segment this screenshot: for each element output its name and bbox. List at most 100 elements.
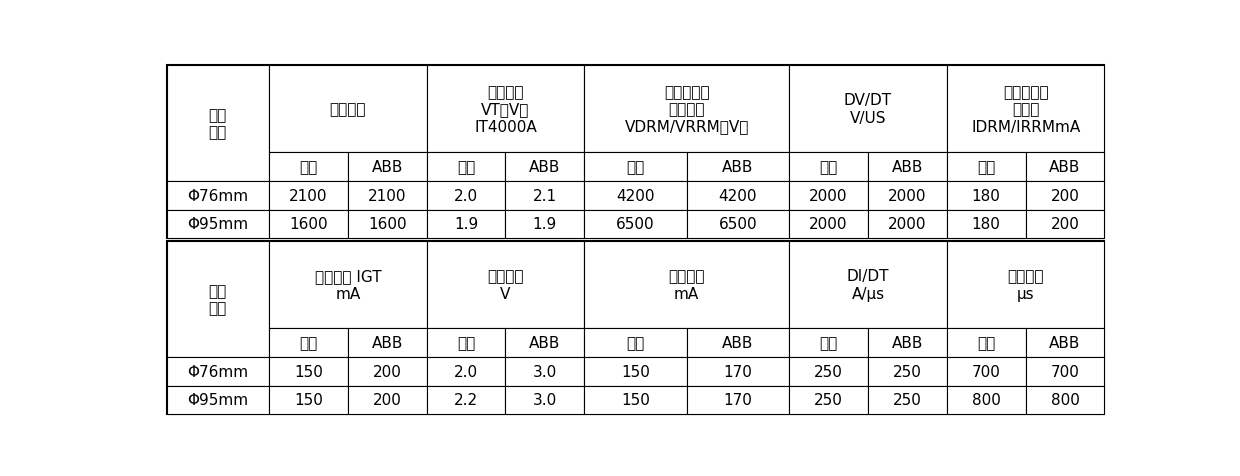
Bar — [166, 181, 269, 210]
Bar — [506, 153, 584, 181]
Bar — [947, 242, 1105, 328]
Text: 2.2: 2.2 — [454, 393, 479, 407]
Bar — [947, 153, 1025, 181]
Text: 关断时间
μs: 关断时间 μs — [1007, 269, 1044, 301]
Bar — [166, 66, 269, 181]
Bar — [269, 66, 427, 153]
Text: 3.0: 3.0 — [533, 364, 557, 379]
Bar — [868, 357, 947, 386]
Text: ABB: ABB — [529, 159, 560, 175]
Bar — [868, 153, 947, 181]
Text: 芯片
直径: 芯片 直径 — [208, 108, 227, 140]
Bar — [427, 181, 506, 210]
Bar — [868, 181, 947, 210]
Bar — [269, 386, 347, 415]
Bar — [1025, 210, 1105, 239]
Text: 2.0: 2.0 — [454, 188, 479, 203]
Bar — [166, 386, 269, 415]
Bar — [1025, 357, 1105, 386]
Bar — [506, 328, 584, 357]
Text: 250: 250 — [893, 393, 921, 407]
Bar — [947, 328, 1025, 357]
Text: 200: 200 — [373, 393, 402, 407]
Bar — [1025, 328, 1105, 357]
Bar — [166, 242, 269, 357]
Bar — [584, 210, 687, 239]
Bar — [947, 181, 1025, 210]
Text: 250: 250 — [815, 364, 843, 379]
Bar — [1025, 153, 1105, 181]
Bar — [427, 386, 506, 415]
Text: ABB: ABB — [1049, 159, 1081, 175]
Bar — [1025, 386, 1105, 415]
Text: ABB: ABB — [892, 159, 923, 175]
Text: ABB: ABB — [722, 335, 754, 350]
Bar — [789, 357, 868, 386]
Text: ABB: ABB — [372, 335, 403, 350]
Bar — [427, 66, 584, 153]
Text: 2.0: 2.0 — [454, 364, 479, 379]
Bar — [427, 328, 506, 357]
Text: Φ76mm: Φ76mm — [187, 188, 248, 203]
Bar — [584, 66, 789, 153]
Bar — [947, 210, 1025, 239]
Bar — [789, 328, 868, 357]
Bar — [947, 66, 1105, 153]
Bar — [347, 210, 427, 239]
Text: 2000: 2000 — [810, 188, 848, 203]
Text: 250: 250 — [893, 364, 921, 379]
Bar — [506, 357, 584, 386]
Bar — [687, 210, 789, 239]
Bar — [584, 242, 789, 328]
Bar — [506, 210, 584, 239]
Text: 2.1: 2.1 — [533, 188, 557, 203]
Bar — [584, 181, 687, 210]
Text: 断态及反向
峰值电压
VDRM/VRRM（V）: 断态及反向 峰值电压 VDRM/VRRM（V） — [625, 85, 749, 134]
Bar — [584, 386, 687, 415]
Text: 1.9: 1.9 — [454, 217, 479, 232]
Text: Φ76mm: Φ76mm — [187, 364, 248, 379]
Bar — [347, 328, 427, 357]
Bar — [868, 210, 947, 239]
Bar — [269, 153, 347, 181]
Text: 150: 150 — [621, 364, 650, 379]
Text: 2000: 2000 — [888, 188, 926, 203]
Text: DI/DT
A/μs: DI/DT A/μs — [847, 269, 889, 301]
Text: ABB: ABB — [1049, 335, 1081, 350]
Bar — [789, 242, 947, 328]
Text: Φ95mm: Φ95mm — [187, 217, 248, 232]
Bar — [347, 181, 427, 210]
Text: 200: 200 — [373, 364, 402, 379]
Bar — [584, 357, 687, 386]
Bar — [269, 357, 347, 386]
Bar — [506, 386, 584, 415]
Text: 2100: 2100 — [289, 188, 327, 203]
Bar — [1025, 181, 1105, 210]
Text: 6500: 6500 — [719, 217, 758, 232]
Text: 华辰: 华辰 — [820, 335, 838, 350]
Text: 200: 200 — [1050, 188, 1080, 203]
Bar — [166, 242, 1105, 415]
Bar — [687, 357, 789, 386]
Text: 2100: 2100 — [368, 188, 407, 203]
Bar — [868, 328, 947, 357]
Text: ABB: ABB — [372, 159, 403, 175]
Bar — [269, 210, 347, 239]
Text: 触发电压
V: 触发电压 V — [487, 269, 523, 301]
Text: 通态压降
VT（V）
IT4000A: 通态压降 VT（V） IT4000A — [474, 85, 537, 134]
Text: 触发电流 IGT
mA: 触发电流 IGT mA — [315, 269, 381, 301]
Text: 华辰: 华辰 — [626, 159, 645, 175]
Bar — [347, 357, 427, 386]
Text: 250: 250 — [815, 393, 843, 407]
Text: ABB: ABB — [529, 335, 560, 350]
Text: Φ95mm: Φ95mm — [187, 393, 248, 407]
Text: 150: 150 — [294, 393, 322, 407]
Bar — [868, 386, 947, 415]
Bar — [269, 328, 347, 357]
Bar — [789, 66, 947, 153]
Text: 华辰: 华辰 — [977, 335, 996, 350]
Text: 700: 700 — [1050, 364, 1080, 379]
Text: 1600: 1600 — [289, 217, 327, 232]
Text: 断态及反向
漏电流
IDRM/IRRMmA: 断态及反向 漏电流 IDRM/IRRMmA — [971, 85, 1080, 134]
Bar — [506, 181, 584, 210]
